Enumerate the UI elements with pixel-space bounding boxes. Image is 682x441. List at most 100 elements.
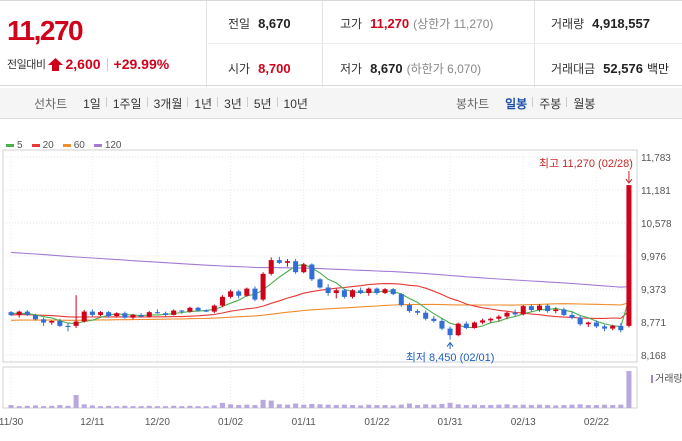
volume-bar: [626, 371, 632, 408]
volume-bar: [252, 405, 258, 408]
stat-label: 전일: [228, 17, 251, 31]
stat-divider: [534, 1, 535, 87]
candle-body: [512, 312, 518, 315]
stat-row-divider: [208, 43, 682, 44]
volume-bar: [618, 404, 624, 408]
candle-body: [252, 288, 258, 300]
candle-body: [97, 312, 104, 315]
volume-bar: [577, 404, 583, 408]
y-tick-label: 11,181: [641, 186, 671, 197]
volume-bar: [114, 406, 120, 408]
volume-bar: [496, 404, 502, 408]
candle-body: [374, 288, 380, 293]
period-10y[interactable]: 10년: [276, 95, 314, 112]
period-1w[interactable]: 1주일: [105, 95, 148, 112]
ma5-line: [11, 263, 630, 329]
price-summary-header: 11,270 전일대비 2,600 +29.99% 전일 8,670 고가 11…: [0, 0, 682, 87]
candle-body: [536, 305, 543, 310]
stat-high: 고가 11,270 (상한가 11,270): [340, 15, 493, 32]
candle-body: [593, 322, 599, 327]
volume-bar: [89, 405, 95, 408]
candle-weekly[interactable]: 주봉: [532, 95, 567, 112]
candle-body: [553, 309, 559, 312]
candle-body: [439, 320, 445, 329]
volume-bar: [32, 405, 38, 408]
volume-bar: [528, 405, 534, 408]
legend-label: 5: [17, 140, 23, 151]
volume-bar: [41, 406, 47, 408]
volume-bar: [553, 405, 559, 408]
y-tick-label: 10,578: [641, 219, 672, 230]
candle-body: [146, 312, 152, 317]
stat-value: 8,670: [370, 61, 403, 76]
candle-daily[interactable]: 일봉: [505, 97, 528, 111]
volume-bar: [593, 405, 599, 408]
line-chart-label: 선차트: [34, 97, 68, 111]
volume-bar: [122, 405, 128, 408]
volume-bar: [471, 404, 477, 408]
legend-ma20: 20: [31, 140, 54, 151]
legend-ma120: 120: [93, 140, 122, 151]
period-1y[interactable]: 1년: [187, 95, 218, 112]
candle-body: [423, 312, 429, 319]
volume-label: 거래량: [655, 373, 682, 385]
stat-value: 11,270: [370, 16, 410, 31]
candle-body: [228, 291, 234, 297]
x-tick-label: 02/13: [511, 417, 536, 428]
volume-bar: [195, 406, 201, 408]
candle-body: [32, 314, 38, 320]
candle-body: [81, 311, 87, 322]
candle-body: [211, 305, 217, 312]
candle-body: [406, 305, 412, 312]
candle-body: [114, 313, 120, 317]
volume-bar: [301, 404, 307, 408]
candle-body: [89, 311, 95, 315]
volume-bar: [406, 403, 412, 408]
candle-body: [163, 313, 169, 315]
high-arrow-head: [625, 178, 633, 184]
low-arrow-head: [446, 341, 454, 347]
stat-trade-amount: 거래대금 52,576 백만: [551, 60, 669, 77]
candle-body: [602, 326, 608, 329]
candle-body: [317, 279, 323, 288]
candle-body: [341, 290, 347, 297]
volume-bar: [284, 404, 291, 408]
legend-swatch: [62, 144, 71, 147]
candle-chart-group: 봉차트 일봉 주봉 월봉: [456, 88, 601, 119]
stat-value: 8,670: [258, 16, 291, 31]
legend-swatch: [93, 144, 102, 147]
volume-bar: [585, 405, 591, 408]
high-annotation: 최고 11,270 (02/28): [539, 157, 633, 170]
candle-body: [41, 319, 47, 323]
stat-sub: (하한가 6,070): [406, 62, 482, 76]
candle-body: [366, 288, 372, 293]
candle-series: [8, 185, 632, 340]
legend-swatch: [31, 144, 40, 147]
volume-bar: [512, 405, 518, 408]
volume-bar: [8, 405, 14, 408]
candle-body: [333, 290, 339, 293]
chart-period-toolbar: 선차트 1일 1주일 3개월 1년 3년 5년 10년 봉차트 일봉 주봉 월봉: [0, 88, 682, 119]
candle-monthly[interactable]: 월봉: [566, 95, 601, 112]
period-3y[interactable]: 3년: [217, 95, 248, 112]
period-3m[interactable]: 3개월: [146, 95, 189, 112]
period-5y[interactable]: 5년: [246, 95, 278, 112]
current-price-box: 11,270 전일대비 2,600 +29.99%: [0, 1, 207, 87]
stat-label: 고가: [340, 17, 363, 31]
volume-bar: [398, 404, 404, 408]
candle-body: [293, 261, 299, 273]
candle-body: [325, 287, 331, 293]
candle-body: [284, 261, 291, 263]
candle-body: [8, 312, 14, 315]
stat-open: 시가 8,700: [228, 60, 291, 77]
ma120-line: [11, 251, 629, 288]
x-tick-label: 12/11: [80, 417, 105, 428]
volume-bar: [65, 405, 71, 408]
period-1d[interactable]: 1일: [83, 97, 101, 111]
volume-bar: [309, 403, 315, 408]
x-tick-label: 02/22: [584, 417, 609, 428]
volume-bar: [341, 404, 347, 408]
volume-bar: [276, 404, 282, 408]
volume-bar: [138, 406, 144, 408]
